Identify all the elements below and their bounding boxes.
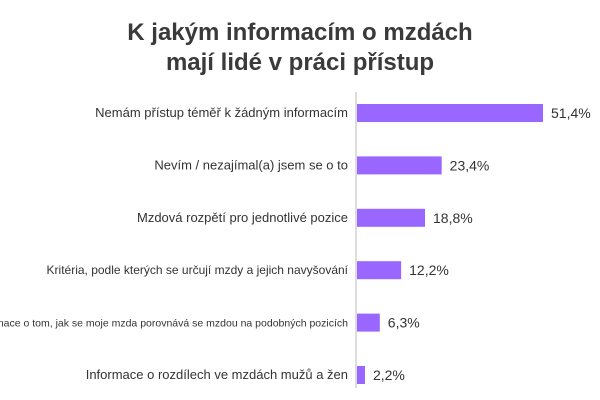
- value-label-4: 12,2%: [409, 262, 449, 278]
- bar-3: [357, 208, 426, 227]
- category-label-3: Mzdová rozpětí pro jednotlivé pozice: [137, 210, 348, 225]
- category-label-1: Nemám přístup téměř k žádným informacím: [95, 105, 348, 120]
- chart-title-line-2: mají lidé v práci přístup: [165, 49, 435, 76]
- bar-1: [357, 104, 543, 122]
- bar-2: [357, 156, 442, 175]
- chart-title-line-1: K jakým informacím o mzdách: [127, 19, 473, 46]
- value-label-2: 23,4%: [450, 157, 490, 173]
- category-label-4: Kritéria, podle kterých se určují mzdy a…: [47, 263, 349, 277]
- value-label-3: 18,8%: [433, 210, 473, 226]
- category-label-2: Nevím / nezajímal(a) jsem se o to: [154, 157, 348, 172]
- value-label-5: 6,3%: [388, 315, 420, 331]
- bar-5: [357, 313, 380, 332]
- chart-title: K jakým informacím o mzdách mají lidé v …: [0, 18, 600, 78]
- value-label-6: 2,2%: [373, 367, 405, 383]
- category-label-5: Informace o tom, jak se moje mzda porovn…: [0, 318, 348, 330]
- bar-4: [357, 261, 402, 280]
- value-label-1: 51,4%: [551, 105, 591, 121]
- bar-6: [357, 366, 365, 384]
- category-label-6: Informace o rozdílech ve mzdách mužů a ž…: [86, 367, 348, 382]
